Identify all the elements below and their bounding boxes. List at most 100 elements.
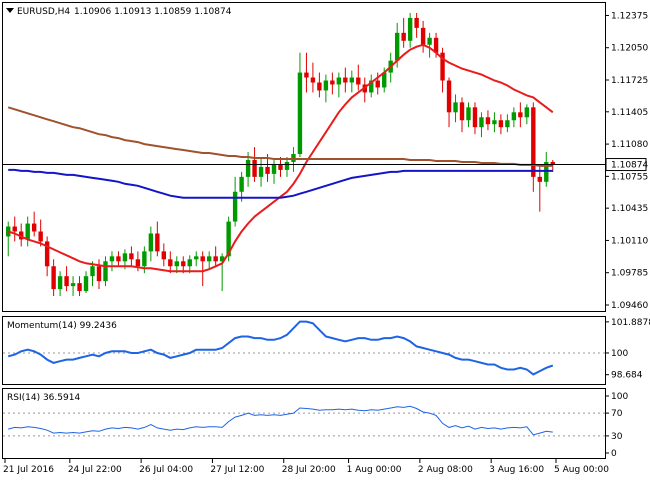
candle-body [265,166,270,174]
candle-body [194,256,199,260]
momentum-title: Momentum(14) 99.2436 [7,321,117,331]
last-price-label: 1.10874 [611,161,648,171]
price-plot-area [3,12,605,297]
candle-body [394,32,400,61]
candle-body [401,32,406,41]
candle-body [278,163,283,170]
momentum-plot-area [3,320,605,376]
ohlc-readout: 1.10906 1.10913 1.10859 1.10874 [74,7,232,17]
candle-body [161,251,167,260]
candle-body [90,266,95,277]
candle-body [375,80,380,88]
candle-body [142,251,147,267]
rsi-tick-label: 0 [611,449,617,459]
momentum-panel-frame [2,316,606,385]
rsi-tick-label: 30 [611,432,623,442]
time-tick-label: 26 Jul 04:00 [139,465,193,475]
candle-body [349,77,355,83]
momentum-axis: 101.8878 100 98.684 [605,318,650,381]
candle-body [226,221,231,257]
candle-body [83,276,89,292]
rsi-title: RSI(14) 36.5914 [7,393,80,403]
candle-body [219,256,225,262]
candle-body [187,259,192,267]
candle-body [232,191,238,222]
candle-body [168,259,173,267]
candle-body [505,120,510,128]
candle-body [310,77,316,83]
candle-body [433,37,439,53]
candle-body [284,161,290,170]
candle-body [271,163,277,174]
candle-body [459,102,465,121]
price-tick-label: 1.09785 [611,269,648,279]
candle-body [129,253,134,260]
rsi-panel[interactable]: RSI(14) 36.5914 100 70 30 0 [2,388,629,460]
medium-moving-average-line [7,106,553,167]
candle-body [518,112,523,118]
candle-body [64,276,69,287]
candle-body [317,82,322,91]
rsi-plot-area [3,405,605,437]
momentum-tick-label: 100 [611,349,628,359]
collapse-triangle-icon [6,8,14,13]
candle-body [479,117,484,128]
price-tick-label: 1.11080 [611,140,648,150]
time-tick-label: 21 Jul 2016 [3,465,54,475]
time-tick-label: 27 Jul 12:00 [210,465,264,475]
momentum-panel[interactable]: Momentum(14) 99.2436 101.8878 100 98.684 [2,316,650,385]
price-panel[interactable]: EURUSD,H4 1.10906 1.10913 1.10859 1.1087… [2,2,649,312]
candle-body [498,120,504,128]
candle-body [336,77,342,85]
time-tick-label: 5 Aug 00:00 [554,465,609,475]
candle-body [531,107,536,177]
candle-body [258,166,264,177]
candle-body [122,253,128,262]
price-tick-label: 1.10435 [611,204,648,214]
time-tick-label: 3 Aug 16:00 [489,465,544,475]
candle-body [12,226,17,232]
candle-body [181,261,186,267]
candle-body [323,80,329,91]
candle-body [524,107,530,118]
slow-moving-average-line [8,168,553,199]
time-axis: 21 Jul 2016 24 Jul 22:00 26 Jul 04:00 27 Ju… [3,459,609,475]
candle-body [70,283,76,287]
candle-body [369,80,374,93]
rsi-tick-label: 70 [611,409,623,419]
time-tick-label: 28 Jul 20:00 [282,465,336,475]
price-tick-label: 1.11725 [611,76,648,86]
price-tick-label: 1.09460 [611,301,648,311]
price-axis: 1.12375 1.12050 1.11725 1.11405 1.11080 1.107… [605,11,648,311]
candle-body [25,223,30,240]
candle-body [297,72,303,155]
candle-body [356,77,361,85]
rsi-tick-label: 100 [611,392,628,402]
symbol-header: EURUSD,H4 1.10906 1.10913 1.10859 1.1087… [6,7,232,17]
candle-body [31,223,37,232]
candle-body [420,27,426,45]
candle-body [472,107,478,128]
price-tick-label: 1.11405 [611,108,648,118]
candle-body [206,256,212,262]
candle-body [103,261,108,282]
candle-body [453,102,458,113]
candle-body [200,256,205,262]
rsi-panel-frame [2,388,606,459]
time-tick-label: 24 Jul 22:00 [68,465,122,475]
price-tick-label: 1.10755 [611,172,648,182]
candle-body [155,233,160,252]
price-panel-frame [2,2,606,312]
candle-body [466,107,471,121]
candle-body [77,283,82,292]
candle-body [407,17,413,41]
candle-body [96,266,102,282]
candle-body [57,276,63,290]
momentum-line [7,320,554,376]
price-tick-label: 1.12050 [611,44,648,54]
candle-body [304,72,309,78]
candle-body [537,176,542,182]
candle-body [492,120,497,125]
candle-body [135,259,141,267]
